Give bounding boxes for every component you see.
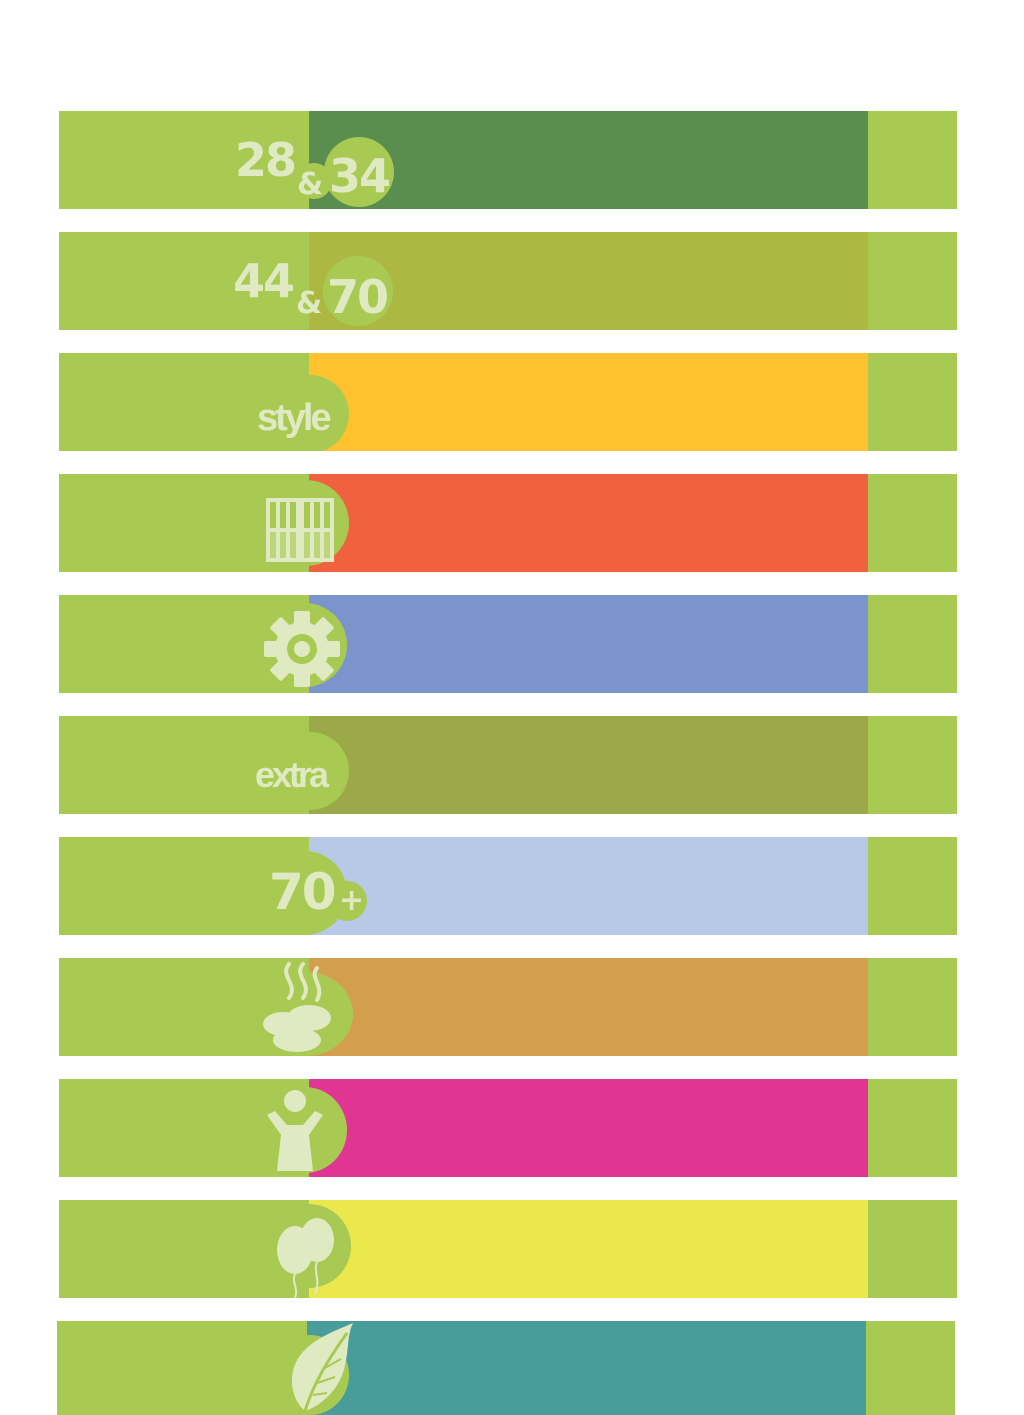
label-bubble [271,375,349,451]
gear-icon [260,607,344,691]
extra-wordmark: extra [255,754,329,795]
category-row-28-34[interactable]: 28 & 34 [59,111,957,209]
category-row-bookshelf[interactable] [59,474,957,572]
color-panel [309,595,868,693]
leaf-icon [283,1321,357,1415]
color-panel [309,1200,868,1298]
label-bubble-small [327,881,367,921]
color-panel [309,837,868,935]
label-bubble [271,732,349,810]
color-panel [309,474,868,572]
ampersand: & [296,286,323,321]
color-panel [309,353,868,451]
category-row-gear[interactable] [59,595,957,693]
category-row-balloons[interactable] [59,1200,957,1298]
color-panel [309,716,868,814]
age-number-70: 70 [327,270,389,324]
age-number-44: 44 [233,254,295,308]
color-panel [309,958,868,1056]
age-number-28: 28 [235,133,297,187]
category-row-person[interactable] [59,1079,957,1177]
ampersand: & [297,167,324,202]
color-panel [309,1079,868,1177]
steaming-food-icon [259,960,349,1054]
category-row-extra[interactable]: extra [59,716,957,814]
cheering-person-icon [263,1087,327,1175]
label-bubble [323,256,393,326]
age-number-34: 34 [329,149,391,203]
category-row-food[interactable] [59,958,957,1056]
style-wordmark: style [257,397,332,439]
label-bubble-small [296,163,332,199]
category-row-70-plus[interactable]: 70 + [59,837,957,935]
color-panel [309,111,868,209]
age-number-70: 70 [269,863,337,921]
plus-sign: + [339,883,365,918]
category-row-style[interactable]: style [59,353,957,451]
label-bubble [324,137,394,207]
color-panel [309,232,868,330]
balloons-icon [271,1216,337,1298]
bookshelf-icon [264,494,336,564]
color-panel [307,1321,866,1415]
category-row-leaf[interactable] [57,1321,955,1415]
category-row-44-70[interactable]: 44 & 70 [59,232,957,330]
